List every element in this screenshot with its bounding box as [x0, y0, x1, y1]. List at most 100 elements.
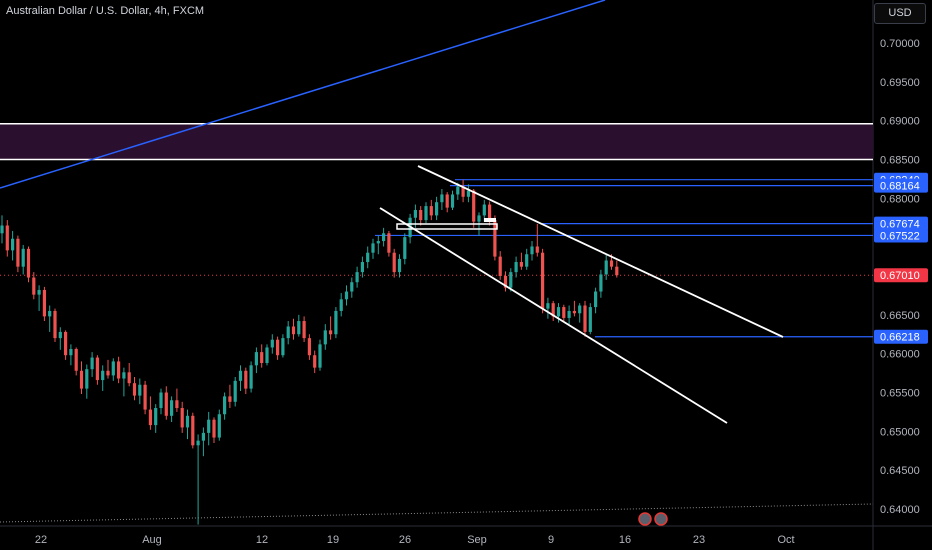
y-tick-label: 0.69000 [880, 116, 920, 128]
x-tick-label: 26 [399, 534, 411, 546]
x-tick-label: 9 [548, 534, 554, 546]
candle-body [435, 202, 439, 216]
candle-body [26, 248, 31, 278]
candle-body [461, 186, 465, 197]
y-tick-label: 0.64500 [880, 465, 920, 477]
y-tick-label: 0.66000 [880, 349, 920, 361]
candle-body [207, 419, 211, 433]
candle-body [313, 355, 317, 368]
candle-body [466, 190, 470, 197]
candle-body [472, 190, 476, 222]
candle-body [196, 440, 200, 446]
candle-body [488, 204, 492, 221]
dotted-support-line [0, 503, 874, 523]
candle-body [541, 252, 545, 309]
candle-body [122, 372, 126, 379]
candle-body [154, 408, 158, 426]
price-label-box [874, 216, 928, 231]
candle-body [185, 415, 190, 428]
candle-body [37, 289, 41, 295]
candle-body [572, 310, 576, 314]
candle-body [138, 384, 142, 396]
candle-body [223, 396, 227, 415]
candle-body [90, 357, 94, 370]
candle-body [95, 357, 99, 381]
candle-body [594, 291, 598, 308]
candle-body [440, 194, 444, 203]
channel-upper-line [417, 165, 784, 338]
candle-body [32, 277, 36, 295]
candle-body [191, 415, 195, 446]
candle-body [546, 303, 550, 309]
rising-trendline [0, 0, 606, 189]
x-tick-label: Sep [467, 534, 487, 546]
resistance-zone [0, 123, 873, 160]
price-label-text: 0.66218 [880, 332, 920, 344]
candle-body [53, 310, 57, 339]
candle-body [334, 310, 338, 335]
price-label-box [874, 268, 928, 283]
price-label-box [874, 329, 928, 344]
candle-body [567, 310, 571, 318]
candle-body [307, 338, 311, 356]
candle-body [74, 349, 78, 371]
candle-body [482, 204, 486, 216]
candle-body [260, 352, 264, 363]
candle-body [450, 194, 455, 208]
candle-body [530, 246, 534, 255]
candle-body [217, 414, 221, 438]
currency-selector[interactable]: USD [874, 3, 926, 24]
candle-body [318, 344, 322, 368]
candle-body [551, 303, 555, 317]
price-label-text: 0.67674 [880, 219, 920, 231]
candle-body [604, 260, 608, 275]
candle-body [79, 370, 84, 389]
candle-body [429, 206, 433, 216]
candle-body [456, 186, 460, 195]
y-tick-label: 0.69500 [880, 77, 920, 89]
candle-body [42, 289, 46, 317]
candle-body [413, 209, 417, 218]
candle-body [48, 310, 52, 317]
candle-body [329, 330, 333, 335]
candle-body [588, 307, 592, 332]
candle-body [419, 209, 423, 221]
candle-body [583, 305, 587, 332]
candle-body [477, 215, 481, 222]
y-tick-label: 0.64000 [880, 504, 920, 516]
candle-body [302, 321, 306, 339]
candle-body [16, 238, 20, 267]
candle-body [276, 339, 280, 356]
candle-body [11, 238, 15, 251]
price-label-box [874, 178, 928, 193]
candle-body [175, 400, 179, 409]
candle-body [159, 392, 163, 409]
candle-body [180, 408, 184, 428]
candle-body [525, 254, 529, 267]
x-tick-label: 16 [619, 534, 631, 546]
y-tick-label: 0.68000 [880, 193, 920, 205]
y-tick-label: 0.70000 [880, 38, 920, 50]
candle-body [514, 262, 518, 273]
candle-body [392, 252, 396, 273]
candle-body [509, 272, 513, 288]
candle-body [111, 361, 115, 376]
candle-body [127, 372, 131, 384]
candle-body [599, 274, 603, 292]
candle-body [615, 266, 619, 276]
candle-body [355, 272, 359, 283]
candle-body [291, 326, 296, 335]
event-flag-icon [638, 512, 652, 526]
candle-body [535, 246, 539, 253]
candle-body [201, 432, 205, 441]
range-marker-small [484, 218, 496, 222]
candle-body [376, 241, 380, 244]
candle-body [21, 248, 25, 267]
candle-body [270, 339, 274, 348]
candle-body [58, 331, 62, 339]
candle-body [170, 400, 174, 416]
candle-body [143, 384, 147, 410]
x-tick-label: 19 [327, 534, 339, 546]
candle-body [85, 369, 89, 389]
